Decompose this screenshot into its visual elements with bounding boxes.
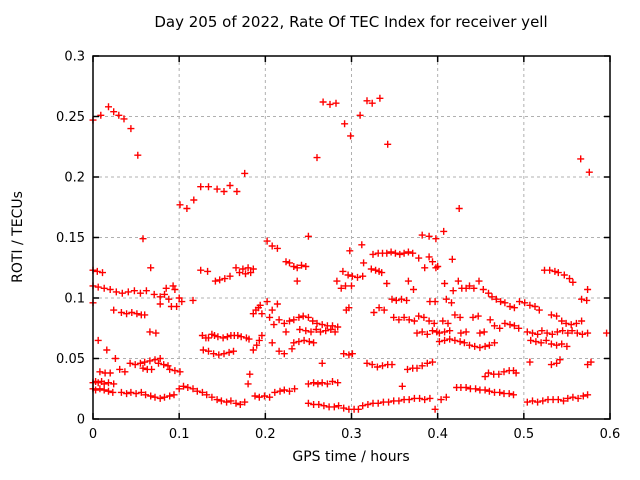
x-tick-label: 0.6 — [600, 427, 621, 442]
x-tick-label: 0.4 — [427, 427, 448, 442]
x-tick-label: 0 — [89, 427, 97, 442]
x-axis-label: GPS time / hours — [292, 449, 409, 465]
y-tick-label: 0.3 — [64, 50, 85, 65]
data-points — [89, 94, 611, 413]
y-tick-label: 0.05 — [56, 352, 85, 367]
y-tick-label: 0.25 — [56, 110, 85, 125]
x-tick-label: 0.5 — [513, 427, 534, 442]
x-tick-label: 0.1 — [169, 427, 190, 442]
chart-title: Day 205 of 2022, Rate Of TEC Index for r… — [154, 13, 547, 31]
tick-labels: 0 0.1 0.2 0.3 0.4 0.5 0.6 0 0.05 0.1 0.15 0.2 0.25 0.… — [56, 50, 620, 443]
y-tick-label: 0.2 — [64, 171, 85, 186]
scatter-points — [89, 94, 611, 413]
x-tick-label: 0.3 — [341, 427, 362, 442]
y-tick-label: 0.1 — [64, 292, 85, 307]
y-tick-label: 0 — [77, 413, 85, 428]
x-tick-label: 0.2 — [255, 427, 276, 442]
axes — [92, 55, 611, 420]
gridlines — [92, 55, 611, 420]
y-tick-label: 0.15 — [56, 231, 85, 246]
y-axis-label: ROTI / TECUs — [10, 191, 26, 283]
